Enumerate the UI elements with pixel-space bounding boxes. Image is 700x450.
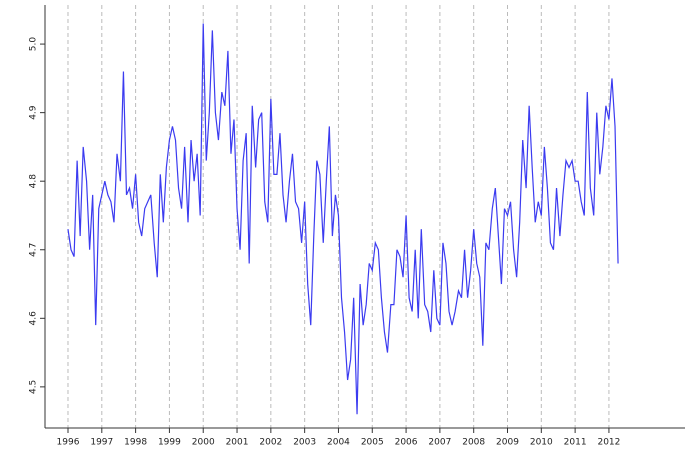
y-tick-label: 4.8 (29, 174, 39, 189)
x-tick-label: 2001 (226, 438, 249, 448)
x-tick-label: 1996 (57, 438, 80, 448)
x-tick-label: 2011 (564, 438, 587, 448)
x-tick-label: 2006 (395, 438, 418, 448)
y-tick-label: 4.9 (29, 105, 39, 120)
x-tick-label: 2009 (496, 438, 519, 448)
x-tick-label: 2003 (293, 438, 316, 448)
x-tick-label: 2008 (462, 438, 485, 448)
x-tick-label: 2012 (597, 438, 620, 448)
x-tick-label: 2004 (327, 438, 350, 448)
x-tick-label: 2002 (259, 438, 282, 448)
y-tick-label: 4.6 (29, 311, 39, 326)
y-tick-label: 4.7 (29, 243, 39, 257)
x-tick-label: 2000 (192, 438, 215, 448)
x-tick-label: 2005 (361, 438, 384, 448)
x-tick-label: 1999 (158, 438, 181, 448)
x-tick-label: 2010 (530, 438, 553, 448)
x-tick-label: 1997 (90, 438, 113, 448)
y-tick-label: 5.0 (29, 37, 39, 52)
x-tick-label: 2007 (428, 438, 451, 448)
y-tick-label: 4.5 (29, 380, 39, 394)
x-tick-label: 1998 (124, 438, 147, 448)
data-line (67, 23, 619, 415)
